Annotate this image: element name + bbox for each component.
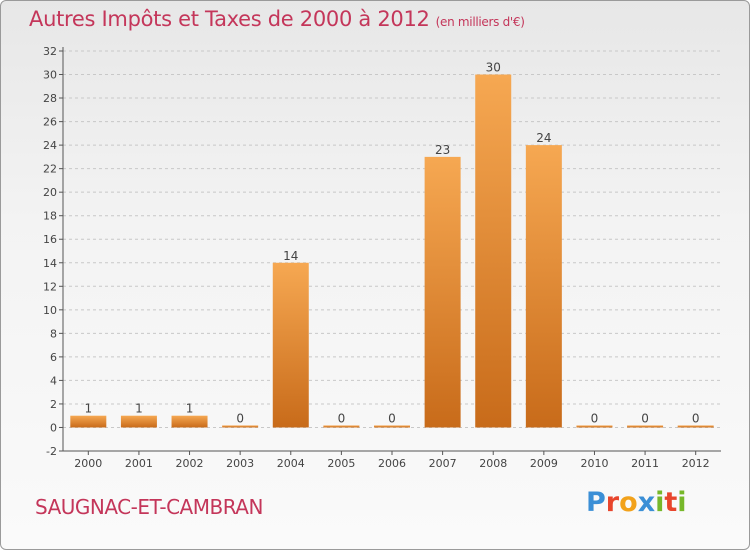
bar-2006 (374, 425, 410, 428)
grid-lines (63, 50, 721, 452)
title-text: Autres Impôts et Taxes de 2000 à 2012 (29, 7, 430, 31)
data-label-2011: 0 (641, 411, 649, 425)
proxiti-logo[interactable]: Proxiti (586, 487, 687, 518)
y-tick-label: 14 (43, 257, 57, 270)
y-tick-label: 24 (43, 139, 57, 152)
data-label-2010: 0 (591, 411, 599, 425)
y-tick-label: 10 (43, 304, 57, 317)
x-tick-label: 2004 (277, 457, 305, 470)
x-tick-label: 2000 (74, 457, 102, 470)
bar-2012 (677, 425, 714, 428)
logo-letter: o (619, 487, 638, 518)
data-label-2000: 1 (84, 402, 92, 416)
bar-2002 (171, 415, 208, 428)
x-tick-label: 2002 (176, 457, 204, 470)
y-tick-label: 28 (43, 92, 57, 105)
bar-2010 (576, 425, 613, 428)
bars (70, 74, 714, 428)
x-tick-label: 2007 (429, 457, 457, 470)
data-label-2008: 30 (486, 61, 501, 75)
x-tick-label: 2001 (125, 457, 153, 470)
data-label-2002: 1 (186, 402, 194, 416)
x-tick-label: 2005 (327, 457, 355, 470)
y-tick-label: 4 (50, 374, 57, 387)
logo-letter: x (637, 487, 656, 518)
bar-2004 (272, 262, 309, 428)
bar-2000 (70, 415, 107, 428)
data-label-2003: 0 (236, 411, 244, 425)
data-label-2006: 0 (388, 411, 396, 425)
y-tick-label: 8 (50, 327, 57, 340)
y-tick-label: 0 (50, 421, 57, 434)
data-labels: 1 1 1 0 14 0 0 23 30 24 0 0 0 (84, 61, 699, 426)
y-tick-label: 30 (43, 69, 57, 82)
y-tick-label: 6 (50, 351, 57, 364)
x-tick-label: 2003 (226, 457, 254, 470)
y-tick-label: 26 (43, 116, 57, 129)
data-label-2007: 23 (435, 143, 450, 157)
bar-2005 (323, 425, 360, 428)
x-tick-label: 2012 (682, 457, 710, 470)
y-tick-label: 22 (43, 163, 57, 176)
data-label-2005: 0 (338, 411, 346, 425)
x-tick-label: 2008 (479, 457, 507, 470)
y-tick-label: 32 (43, 45, 57, 58)
x-tick-label: 2006 (378, 457, 406, 470)
chart-title: Autres Impôts et Taxes de 2000 à 2012 (en… (29, 7, 525, 31)
chart-subtitle: (en milliers d'€) (435, 15, 525, 29)
logo-letter: t (664, 487, 678, 518)
logo-letter: P (586, 487, 606, 518)
x-tick-label: 2009 (530, 457, 558, 470)
data-label-2012: 0 (692, 411, 700, 425)
data-label-2009: 24 (536, 131, 551, 145)
y-tick-label: 12 (43, 280, 57, 293)
bar-2008 (475, 74, 512, 428)
town-name: SAUGNAC-ET-CAMBRAN (35, 495, 263, 519)
y-tick-label: 20 (43, 186, 57, 199)
y-tick-label: 18 (43, 210, 57, 223)
bar-2003 (222, 425, 259, 428)
bar-2007 (424, 156, 461, 428)
x-tick-label: 2011 (631, 457, 659, 470)
x-tick-label: 2010 (580, 457, 608, 470)
y-tick-label: 2 (50, 398, 57, 411)
data-label-2004: 14 (283, 249, 298, 263)
bar-2009 (525, 145, 562, 428)
logo-letter: r (605, 487, 620, 518)
y-tick-label: -2 (46, 445, 57, 458)
data-label-2001: 1 (135, 402, 143, 416)
bar-2011 (627, 425, 664, 428)
logo-letter: i (655, 487, 665, 518)
y-tick-label: 16 (43, 233, 57, 246)
logo-letter: i (677, 487, 687, 518)
bar-2001 (120, 415, 157, 428)
